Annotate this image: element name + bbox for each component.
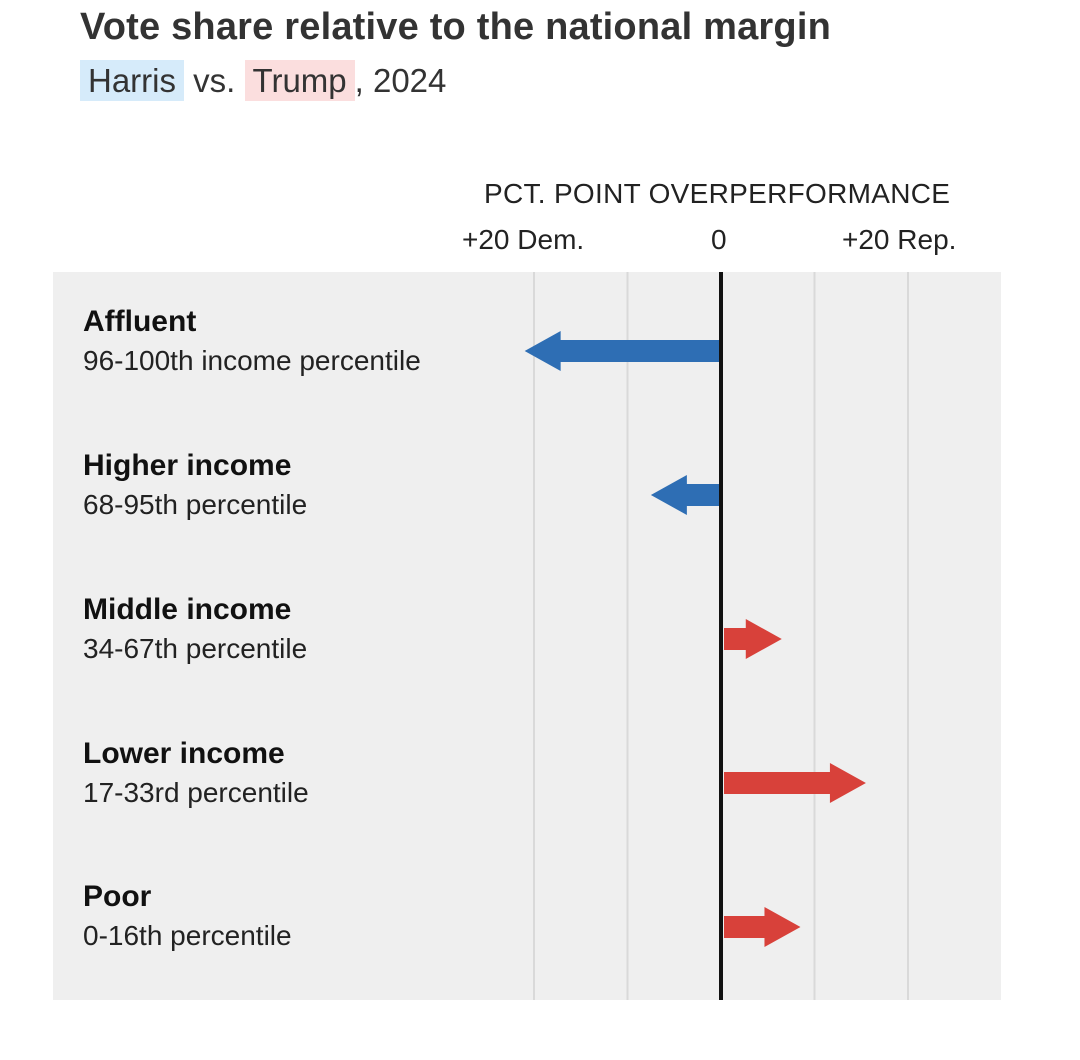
axis-title: PCT. POINT OVERPERFORMANCE bbox=[484, 178, 951, 209]
row-label: Affluent 96-100th income percentile bbox=[83, 305, 421, 377]
arrow-bar-affluent bbox=[524, 331, 721, 371]
arrow-bar-lower-income bbox=[724, 763, 866, 803]
row-name: Middle income bbox=[83, 593, 292, 626]
vs-label: vs. bbox=[193, 62, 236, 99]
tick-label-zero: 0 bbox=[711, 224, 727, 255]
row-sub: 17-33rd percentile bbox=[83, 777, 309, 808]
arrow-bar-poor bbox=[724, 907, 801, 947]
tick-label-rep: +20 Rep. bbox=[842, 224, 957, 255]
chart-subtitle: Harris vs. Trump, 2024 bbox=[80, 60, 447, 101]
year-label: , 2024 bbox=[354, 62, 447, 99]
arrow-bar-higher-income bbox=[650, 475, 721, 515]
row-sub: 0-16th percentile bbox=[83, 920, 292, 951]
row-name: Higher income bbox=[83, 449, 292, 482]
chart-title: Vote share relative to the national marg… bbox=[80, 6, 831, 48]
harris-label: Harris bbox=[80, 60, 184, 101]
row-sub: 34-67th percentile bbox=[83, 633, 308, 664]
trump-label: Trump bbox=[244, 60, 355, 101]
row-label: Poor 0-16th percentile bbox=[83, 880, 292, 952]
row-sub: 96-100th income percentile bbox=[83, 345, 421, 376]
row-name: Affluent bbox=[83, 305, 197, 338]
row-label: Higher income 68-95th percentile bbox=[83, 449, 307, 521]
arrow-bar-middle-income bbox=[724, 619, 782, 659]
row-sub: 68-95th percentile bbox=[83, 489, 308, 520]
tick-label-dem: +20 Dem. bbox=[462, 224, 585, 255]
row-name: Poor bbox=[83, 880, 152, 913]
row-name: Lower income bbox=[83, 737, 285, 770]
chart-panel bbox=[53, 272, 1001, 1000]
row-label: Lower income 17-33rd percentile bbox=[83, 737, 309, 809]
row-label: Middle income 34-67th percentile bbox=[83, 593, 307, 665]
